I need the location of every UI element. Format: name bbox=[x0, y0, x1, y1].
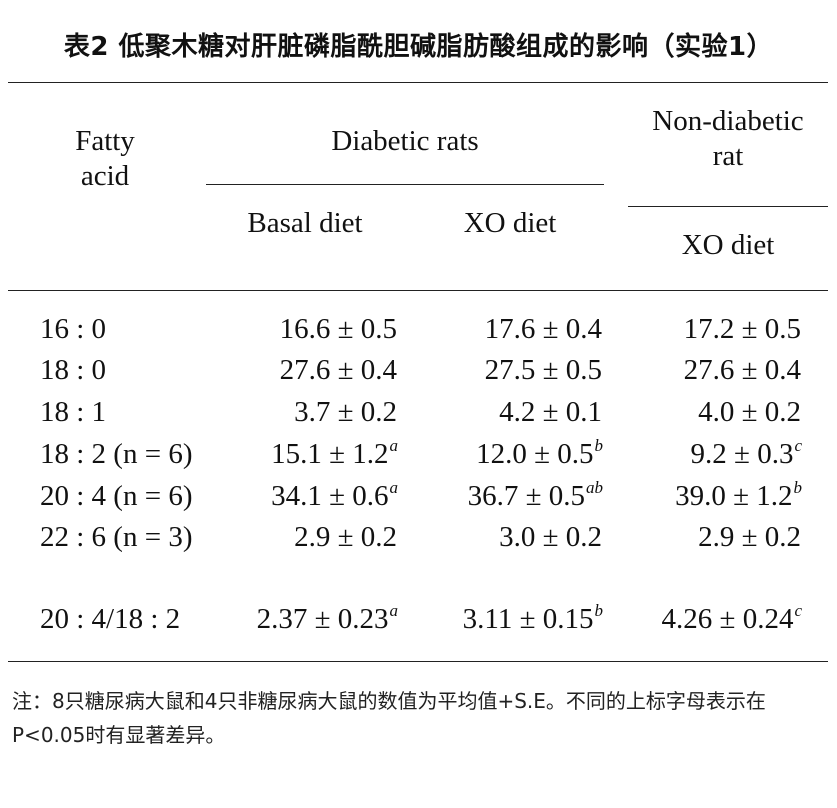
fatty-acid-label: 20 : 4 (n = 6) bbox=[40, 480, 193, 512]
table-title: 表2 低聚木糖对肝脏磷脂酰胆碱脂肪酸组成的影响（实验1） bbox=[63, 32, 774, 62]
header-xo-diet-diabetic: XO diet bbox=[463, 207, 557, 239]
fatty-acid-label: 20 : 4/18 : 2 bbox=[40, 603, 181, 635]
header-xo-diet-nondiabetic: XO diet bbox=[681, 229, 775, 261]
table-footnote: 注：8只糖尿病大鼠和4只非糖尿病大鼠的数值为平均值+S.E。不同的上标字母表示在… bbox=[12, 689, 766, 747]
xo-diet-diabetic-value: 17.6 ± 0.4 bbox=[484, 313, 602, 345]
basal-diet-value: 3.7 ± 0.2 bbox=[294, 396, 397, 428]
xo-diet-diabetic-value: 36.7 ± 0.5ab bbox=[467, 478, 603, 512]
xo-diet-nondiabetic-value: 39.0 ± 1.2b bbox=[675, 478, 802, 512]
nondiabetic-subheader-rule bbox=[628, 206, 828, 207]
xo-diet-diabetic-value: 12.0 ± 0.5b bbox=[476, 436, 603, 470]
fatty-acid-label: 16 : 0 bbox=[40, 313, 107, 345]
header-bottom-rule bbox=[8, 290, 828, 291]
xo-diet-diabetic-value: 3.11 ± 0.15b bbox=[462, 601, 603, 635]
basal-diet-value: 15.1 ± 1.2a bbox=[271, 436, 398, 470]
basal-diet-value: 34.1 ± 0.6a bbox=[271, 478, 398, 512]
xo-diet-nondiabetic-value: 2.9 ± 0.2 bbox=[698, 521, 801, 553]
fatty-acid-label: 18 : 1 bbox=[40, 396, 107, 428]
xo-diet-diabetic-value: 4.2 ± 0.1 bbox=[499, 396, 602, 428]
bottom-rule bbox=[8, 661, 828, 662]
fatty-acid-label: 22 : 6 (n = 3) bbox=[40, 521, 193, 553]
header-basal-diet: Basal diet bbox=[247, 207, 363, 239]
basal-diet-value: 16.6 ± 0.5 bbox=[279, 313, 397, 345]
basal-diet-value: 27.6 ± 0.4 bbox=[279, 354, 397, 386]
diabetic-subheader-rule bbox=[206, 184, 604, 185]
basal-diet-value: 2.9 ± 0.2 bbox=[294, 521, 397, 553]
header-diabetic-rats: Diabetic rats bbox=[331, 125, 479, 157]
top-rule bbox=[8, 82, 828, 83]
xo-diet-nondiabetic-value: 4.26 ± 0.24c bbox=[661, 601, 802, 635]
basal-diet-value: 2.37 ± 0.23a bbox=[256, 601, 398, 635]
xo-diet-nondiabetic-value: 17.2 ± 0.5 bbox=[683, 313, 801, 345]
xo-diet-nondiabetic-value: 4.0 ± 0.2 bbox=[698, 396, 801, 428]
xo-diet-nondiabetic-value: 9.2 ± 0.3c bbox=[690, 436, 802, 470]
xo-diet-diabetic-value: 3.0 ± 0.2 bbox=[499, 521, 602, 553]
header-non-diabetic-rat: Non-diabetic rat bbox=[652, 105, 804, 172]
xo-diet-diabetic-value: 27.5 ± 0.5 bbox=[484, 354, 602, 386]
header-fatty-acid: Fatty acid bbox=[75, 125, 135, 192]
xo-diet-nondiabetic-value: 27.6 ± 0.4 bbox=[683, 354, 801, 386]
fatty-acid-label: 18 : 0 bbox=[40, 354, 107, 386]
fatty-acid-label: 18 : 2 (n = 6) bbox=[40, 438, 193, 470]
